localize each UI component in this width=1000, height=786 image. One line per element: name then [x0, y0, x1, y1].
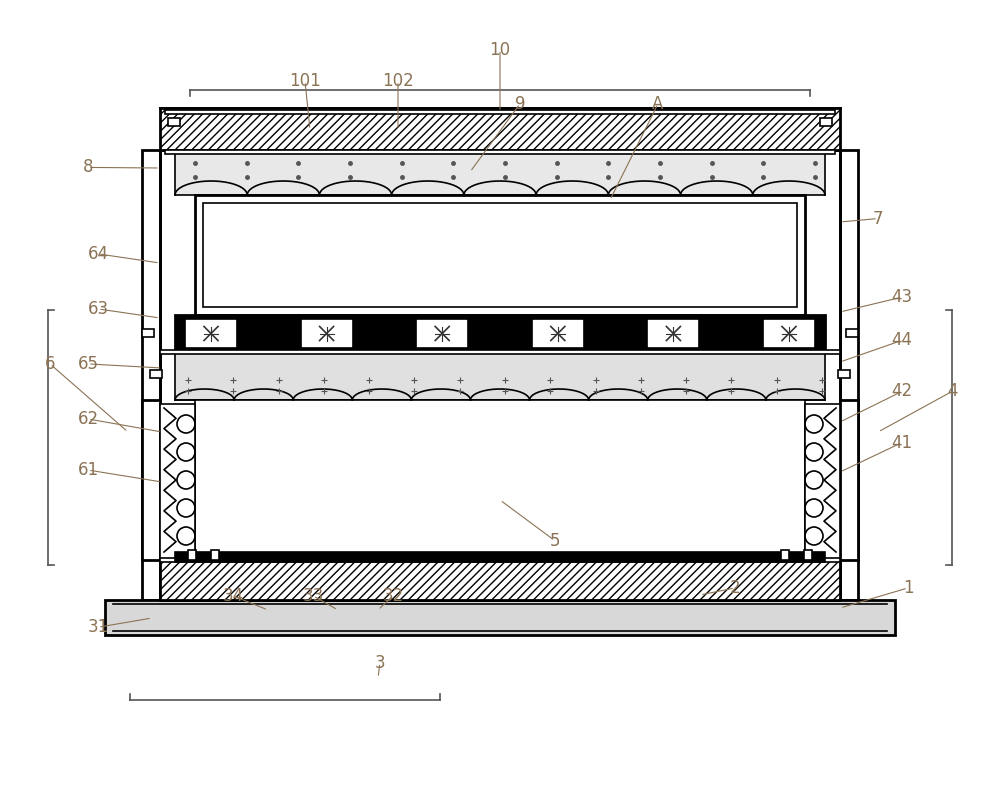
- Bar: [142, 150, 160, 600]
- Bar: [175, 150, 825, 195]
- Bar: [781, 550, 789, 560]
- Text: 34: 34: [222, 587, 244, 604]
- Text: 4: 4: [947, 383, 957, 400]
- Bar: [160, 108, 840, 150]
- Text: 2: 2: [730, 579, 740, 597]
- Text: 43: 43: [891, 288, 913, 306]
- Bar: [165, 150, 835, 154]
- Bar: [804, 550, 812, 560]
- Text: 33: 33: [302, 587, 324, 604]
- Bar: [185, 319, 237, 348]
- Bar: [647, 319, 699, 348]
- Text: 3: 3: [375, 654, 385, 671]
- Text: A: A: [652, 95, 664, 112]
- Text: 41: 41: [891, 434, 913, 451]
- Bar: [175, 352, 825, 400]
- Bar: [211, 550, 219, 560]
- Text: 44: 44: [892, 332, 912, 349]
- Bar: [142, 400, 160, 560]
- Bar: [203, 203, 797, 307]
- Bar: [838, 370, 850, 378]
- Text: 5: 5: [550, 532, 560, 549]
- Bar: [840, 400, 858, 560]
- Bar: [805, 404, 840, 562]
- Bar: [840, 150, 858, 600]
- Bar: [846, 329, 858, 337]
- Bar: [820, 118, 832, 126]
- Text: 62: 62: [77, 410, 99, 428]
- Text: 10: 10: [489, 41, 511, 58]
- Text: 1: 1: [903, 579, 913, 597]
- Bar: [532, 319, 584, 348]
- Text: 61: 61: [77, 461, 99, 479]
- Text: 65: 65: [78, 355, 98, 373]
- Bar: [160, 350, 840, 354]
- Bar: [168, 118, 180, 126]
- Bar: [301, 319, 353, 348]
- Bar: [195, 195, 805, 315]
- Bar: [188, 550, 196, 560]
- Bar: [175, 315, 825, 352]
- Bar: [175, 552, 825, 562]
- Text: 7: 7: [873, 210, 883, 227]
- Text: 101: 101: [289, 72, 321, 90]
- Bar: [165, 110, 835, 114]
- Text: 8: 8: [83, 159, 93, 176]
- Bar: [195, 400, 805, 560]
- Bar: [160, 560, 840, 600]
- Text: 9: 9: [515, 95, 525, 112]
- Text: 6: 6: [45, 355, 55, 373]
- Bar: [105, 600, 895, 635]
- Bar: [160, 404, 195, 562]
- Bar: [763, 319, 815, 348]
- Text: 42: 42: [891, 383, 913, 400]
- Text: 64: 64: [88, 245, 108, 263]
- Bar: [142, 329, 154, 337]
- Bar: [150, 370, 162, 378]
- Text: 31: 31: [87, 619, 109, 636]
- Text: 63: 63: [87, 300, 109, 318]
- Bar: [160, 558, 840, 562]
- Text: 32: 32: [382, 587, 404, 604]
- Text: 102: 102: [382, 72, 414, 90]
- Bar: [416, 319, 468, 348]
